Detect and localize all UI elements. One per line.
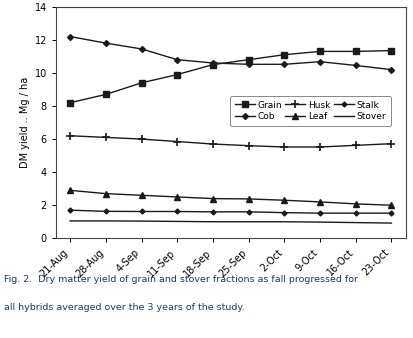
Husk (139, 137, 144, 141)
Leaf (352, 202, 357, 206)
Stover (281, 220, 286, 224)
Stalk (352, 211, 357, 215)
Leaf (281, 198, 286, 202)
Stover (103, 219, 108, 223)
Stalk (317, 211, 322, 215)
Husk (103, 136, 108, 140)
Line: Leaf: Leaf (67, 188, 393, 208)
Husk (174, 140, 179, 144)
Text: all hybrids averaged over the 3 years of the study.: all hybrids averaged over the 3 years of… (4, 303, 244, 312)
Husk (281, 145, 286, 149)
Stalk (210, 210, 215, 214)
Stalk (174, 210, 179, 214)
Stalk (67, 208, 72, 212)
Text: Fig. 2.  Dry matter yield of grain and stover fractions as fall progressed for: Fig. 2. Dry matter yield of grain and st… (4, 275, 357, 285)
Husk (67, 134, 72, 138)
Cob (352, 64, 357, 68)
Grain (281, 53, 286, 57)
Stover (317, 220, 322, 224)
Grain (317, 49, 322, 53)
Husk (210, 142, 215, 146)
Cob (210, 61, 215, 65)
Grain (103, 92, 108, 96)
Cob (174, 58, 179, 62)
Cob (103, 41, 108, 45)
Leaf (67, 188, 72, 192)
Line: Stover: Stover (70, 221, 391, 223)
Husk (317, 145, 322, 149)
Leaf (317, 200, 322, 204)
Stover (174, 219, 179, 223)
Cob (317, 59, 322, 64)
Leaf (139, 193, 144, 197)
Stover (139, 219, 144, 223)
Cob (246, 62, 251, 66)
Grain (139, 81, 144, 85)
Grain (174, 73, 179, 77)
Stover (352, 221, 357, 225)
Grain (246, 58, 251, 62)
Stover (67, 219, 72, 223)
Stalk (103, 209, 108, 213)
Line: Stalk: Stalk (68, 209, 392, 215)
Line: Grain: Grain (67, 48, 393, 105)
Stover (388, 221, 393, 225)
Y-axis label: DM yield .. Mg / ha: DM yield .. Mg / ha (20, 77, 30, 168)
Husk (388, 142, 393, 146)
Cob (67, 34, 72, 39)
Stover (210, 220, 215, 224)
Stalk (281, 211, 286, 215)
Grain (67, 101, 72, 105)
Leaf (103, 192, 108, 196)
Line: Husk: Husk (66, 131, 395, 151)
Grain (352, 49, 357, 53)
Cob (139, 47, 144, 51)
Stalk (388, 211, 393, 215)
Cob (388, 68, 393, 72)
Cob (281, 62, 286, 66)
Line: Cob: Cob (68, 34, 393, 72)
Leaf (174, 195, 179, 199)
Leaf (210, 197, 215, 201)
Husk (246, 144, 251, 148)
Husk (352, 143, 357, 147)
Leaf (246, 197, 251, 201)
Legend: Grain, Cob, Husk, Leaf, Stalk, Stover: Grain, Cob, Husk, Leaf, Stalk, Stover (230, 96, 390, 126)
Stalk (246, 210, 251, 214)
Grain (210, 63, 215, 67)
Stalk (139, 210, 144, 214)
Leaf (388, 203, 393, 207)
Grain (388, 49, 393, 53)
Stover (246, 220, 251, 224)
